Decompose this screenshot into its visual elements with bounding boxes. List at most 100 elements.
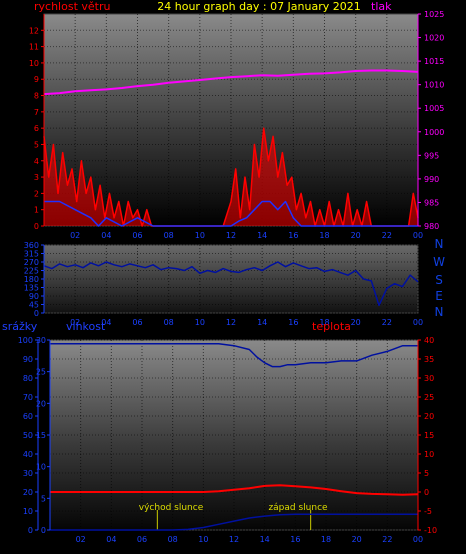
x-tick-label: 16 xyxy=(288,231,298,240)
x-tick-label: 18 xyxy=(319,231,329,240)
rain-axis-label: 20 xyxy=(36,399,46,408)
compass-n-bottom: N xyxy=(435,305,444,319)
x-tick-label: 12 xyxy=(226,231,236,240)
right-axis-label: 1020 xyxy=(424,34,444,43)
rain-axis-label: 25 xyxy=(36,368,46,377)
chart-title: 24 hour graph day : 07 January 2021 xyxy=(157,0,361,13)
left-axis-label: 6 xyxy=(34,124,39,133)
x-tick-label: 20 xyxy=(351,231,361,240)
right-axis-label: 985 xyxy=(424,198,439,207)
left-axis-label: 225 xyxy=(24,267,39,276)
x-tick-label: 10 xyxy=(195,318,205,327)
left-axis-label: 11 xyxy=(29,43,39,52)
left-axis-label: 9 xyxy=(34,75,39,84)
x-tick-label: 06 xyxy=(132,231,142,240)
x-tick-label: 08 xyxy=(164,231,174,240)
left-axis-label: 5 xyxy=(34,140,39,149)
x-tick-label: 00 xyxy=(413,535,423,544)
x-tick-label: 22 xyxy=(382,318,392,327)
left-axis-label: 45 xyxy=(29,301,39,310)
x-tick-label: 12 xyxy=(226,318,236,327)
left-axis-label: 360 xyxy=(24,241,39,250)
left-axis-label: 270 xyxy=(24,258,39,267)
left-axis-label: 3 xyxy=(34,173,39,182)
rain-axis-label: 15 xyxy=(36,431,46,440)
x-tick-label: 20 xyxy=(352,535,362,544)
x-tick-label: 02 xyxy=(76,535,86,544)
left-axis-label: 70 xyxy=(23,393,33,402)
x-tick-label: 10 xyxy=(195,231,205,240)
x-tick-label: 10 xyxy=(198,535,208,544)
x-tick-label: 16 xyxy=(288,318,298,327)
right-axis-label: 20 xyxy=(424,412,434,421)
x-tick-label: 06 xyxy=(132,318,142,327)
right-axis-label: 1005 xyxy=(424,104,444,113)
right-axis-label: 25 xyxy=(424,393,434,402)
left-axis-label: 50 xyxy=(23,431,33,440)
gust-line xyxy=(44,200,418,227)
left-axis-label: 100 xyxy=(18,336,33,345)
left-axis-label: 20 xyxy=(23,488,33,497)
right-axis-label: 0 xyxy=(424,488,429,497)
compass-w: W xyxy=(433,255,445,269)
left-axis-label: 8 xyxy=(34,92,39,101)
left-axis-label: 60 xyxy=(23,412,33,421)
left-axis-label: 0 xyxy=(34,309,39,318)
left-axis-label: 1 xyxy=(34,206,39,215)
x-tick-label: 14 xyxy=(257,318,267,327)
x-tick-label: 04 xyxy=(106,535,116,544)
right-axis-label: -5 xyxy=(424,507,432,516)
sun-markers xyxy=(156,510,312,530)
compass-s: S xyxy=(435,273,443,287)
sunset-label: západ slunce xyxy=(268,503,328,513)
left-axis-label: 40 xyxy=(23,450,33,459)
left-axis-label: 90 xyxy=(23,355,33,364)
right-axis-label: 40 xyxy=(424,336,434,345)
right-axis-label: 1015 xyxy=(424,57,444,66)
compass-e: E xyxy=(435,289,443,303)
right-axis-label: 990 xyxy=(424,175,439,184)
left-axis-label: 0 xyxy=(28,526,33,535)
x-tick-label: 04 xyxy=(101,318,111,327)
data-series xyxy=(43,69,419,531)
right-axis-label: -10 xyxy=(424,526,437,535)
right-axis-label: 980 xyxy=(424,222,439,231)
x-tick-label: 08 xyxy=(168,535,178,544)
x-tick-label: 02 xyxy=(70,318,80,327)
left-axis-label: 0 xyxy=(34,222,39,231)
x-tick-label: 14 xyxy=(260,535,270,544)
right-axis-label: 30 xyxy=(424,374,434,383)
x-tick-label: 04 xyxy=(101,231,111,240)
left-axis-label: 12 xyxy=(29,26,39,35)
rain-axis-label: 0 xyxy=(41,526,46,535)
left-axis-label: 315 xyxy=(24,250,39,259)
left-axis-label: 135 xyxy=(24,284,39,293)
left-axis-label: 80 xyxy=(23,374,33,383)
left-axis-label: 4 xyxy=(34,157,39,166)
left-axis-label: 90 xyxy=(29,292,39,301)
right-axis-label: 10 xyxy=(424,450,434,459)
direction-line xyxy=(43,261,419,307)
left-axis-label: 10 xyxy=(23,507,33,516)
right-axis-label: 1010 xyxy=(424,81,444,90)
right-axis-label: 1000 xyxy=(424,128,444,137)
x-tick-label: 22 xyxy=(382,535,392,544)
temperature-line xyxy=(50,484,419,496)
wind-axis-title: rychlost větru xyxy=(34,0,110,13)
right-axis-label: 15 xyxy=(424,431,434,440)
x-tick-label: 12 xyxy=(229,535,239,544)
x-tick-label: 18 xyxy=(321,535,331,544)
x-tick-label: 00 xyxy=(413,231,423,240)
x-tick-label: 00 xyxy=(413,318,423,327)
humidity-line xyxy=(50,343,418,368)
right-axis-label: 1025 xyxy=(424,10,444,19)
humidity-axis-title: vlhkost xyxy=(66,320,106,333)
pressure-line xyxy=(43,69,419,96)
x-tick-label: 02 xyxy=(70,231,80,240)
x-tick-label: 08 xyxy=(164,318,174,327)
sunrise-label: východ slunce xyxy=(139,503,204,513)
x-tick-label: 22 xyxy=(382,231,392,240)
x-tick-label: 20 xyxy=(351,318,361,327)
x-tick-label: 14 xyxy=(257,231,267,240)
